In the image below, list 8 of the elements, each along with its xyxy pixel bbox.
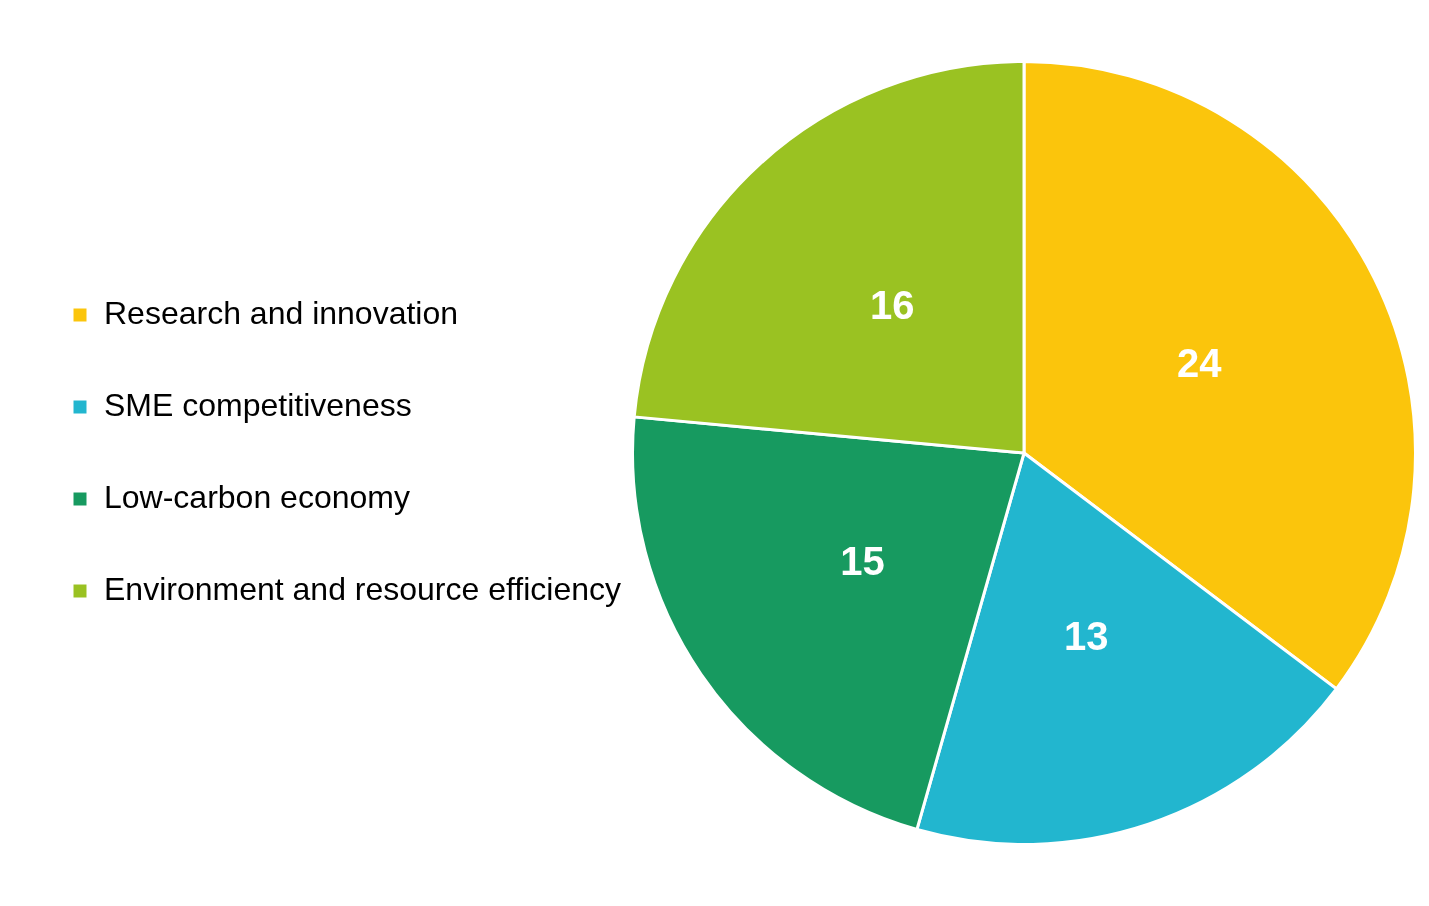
data-label: 13 xyxy=(1063,613,1109,658)
data-label: 24 xyxy=(1176,340,1223,385)
legend-label: Research and innovation xyxy=(104,294,459,331)
legend-label: Environment and resource efficiency xyxy=(104,570,622,607)
data-label: 16 xyxy=(869,283,915,328)
data-label: 15 xyxy=(840,538,885,583)
legend-label: SME competitiveness xyxy=(104,386,412,423)
legend-label: Low-carbon economy xyxy=(104,478,410,515)
